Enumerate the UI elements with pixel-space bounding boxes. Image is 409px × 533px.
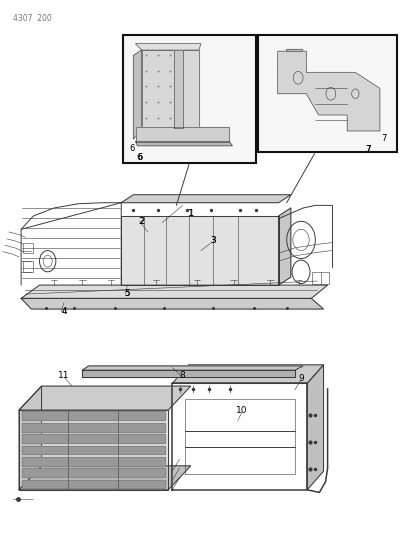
Text: 1: 1 (188, 209, 193, 218)
Text: 5: 5 (124, 288, 130, 297)
Polygon shape (121, 216, 278, 285)
Polygon shape (21, 298, 323, 309)
Bar (123, 35, 256, 163)
Polygon shape (22, 434, 164, 443)
Bar (23, 261, 33, 272)
Text: 9: 9 (297, 374, 303, 383)
Text: 6: 6 (129, 144, 135, 154)
Polygon shape (285, 49, 301, 51)
Polygon shape (135, 127, 229, 142)
Text: 4: 4 (61, 307, 67, 316)
Text: 11: 11 (58, 371, 70, 380)
Polygon shape (82, 370, 294, 376)
Text: 10: 10 (236, 406, 247, 415)
Polygon shape (135, 44, 200, 50)
Text: 4: 4 (61, 307, 67, 316)
Polygon shape (306, 365, 323, 490)
Polygon shape (19, 410, 168, 490)
Polygon shape (174, 50, 182, 128)
Polygon shape (22, 423, 164, 432)
Polygon shape (142, 50, 198, 128)
Text: 1: 1 (187, 209, 193, 218)
Text: 2: 2 (139, 217, 144, 226)
Text: 6: 6 (137, 153, 142, 162)
Polygon shape (22, 457, 164, 466)
Polygon shape (258, 35, 396, 152)
Text: 3: 3 (210, 237, 215, 246)
Text: 5: 5 (124, 288, 130, 297)
Polygon shape (22, 446, 164, 454)
Bar (258, 35, 396, 152)
Text: 7: 7 (380, 134, 386, 143)
Polygon shape (277, 51, 379, 131)
Bar (23, 243, 33, 253)
Polygon shape (19, 466, 190, 490)
Text: 4307  200: 4307 200 (13, 14, 52, 23)
Text: 8: 8 (179, 371, 185, 380)
Text: 7: 7 (365, 145, 371, 154)
Text: 7: 7 (365, 145, 370, 154)
Polygon shape (121, 195, 290, 203)
Polygon shape (135, 142, 232, 146)
Polygon shape (22, 480, 164, 488)
Polygon shape (22, 411, 164, 420)
Polygon shape (82, 366, 302, 370)
Polygon shape (19, 386, 41, 490)
Text: 3: 3 (210, 237, 216, 246)
Polygon shape (22, 469, 164, 477)
Polygon shape (19, 386, 190, 410)
Polygon shape (133, 50, 142, 139)
Polygon shape (21, 285, 327, 298)
Text: 2: 2 (139, 217, 144, 226)
Polygon shape (123, 35, 256, 163)
Text: 6: 6 (137, 153, 142, 162)
Bar (312, 272, 328, 284)
Polygon shape (278, 208, 290, 285)
Polygon shape (172, 365, 323, 383)
